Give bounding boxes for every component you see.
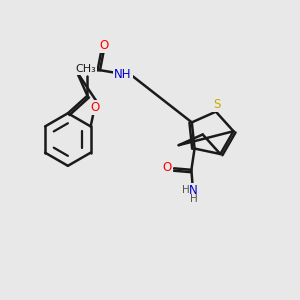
Text: H: H [190, 194, 197, 204]
Text: N: N [189, 184, 197, 196]
Text: O: O [90, 101, 99, 114]
Text: O: O [163, 161, 172, 174]
Text: S: S [213, 98, 220, 111]
Text: O: O [100, 39, 109, 52]
Text: NH: NH [114, 68, 132, 81]
Text: CH₃: CH₃ [76, 64, 96, 74]
Text: H: H [182, 185, 189, 195]
